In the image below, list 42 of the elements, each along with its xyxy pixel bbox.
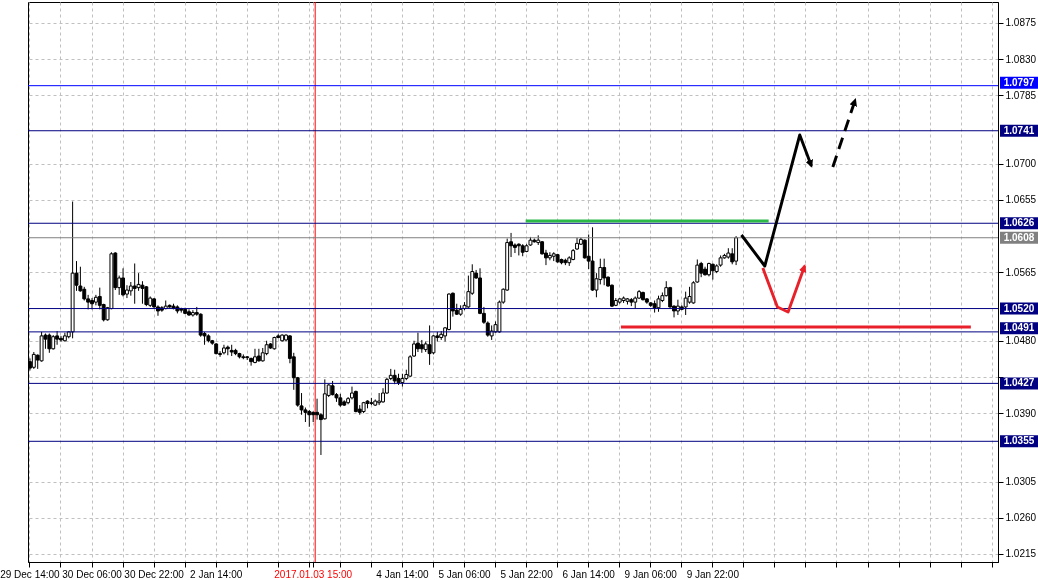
candlestick [256, 348, 261, 363]
ref-line-label: 1.0491 [1003, 322, 1035, 334]
y-tick-label: 1.0700 [1005, 158, 1037, 170]
x-tick-label: 6 Jan 14:00 [562, 568, 616, 580]
x-tick-label: 30 Dec 22:00 [124, 568, 185, 580]
y-tick-label: 1.0785 [1005, 89, 1037, 101]
candlestick [415, 332, 420, 353]
y-tick-label: 1.0215 [1005, 548, 1037, 560]
x-tick-label: 4 Jan 14:00 [376, 568, 429, 580]
candlestick [121, 267, 126, 297]
ref-line-label: 1.0608 [1003, 231, 1035, 243]
x-tick-label: 5 Jan 06:00 [438, 568, 492, 580]
candlestick [55, 330, 60, 346]
x-tick-label: 5 Jan 22:00 [500, 568, 554, 580]
y-tick-label: 1.0875 [1005, 17, 1037, 29]
y-tick-label: 1.0260 [1005, 512, 1037, 524]
x-tick-label: 2 Jan 14:00 [190, 568, 243, 580]
ref-line-label: 1.0427 [1003, 377, 1035, 389]
candlestick [249, 357, 254, 367]
y-tick-label: 1.0565 [1005, 266, 1037, 278]
ref-line-label: 1.0741 [1003, 124, 1035, 136]
ref-line-label: 1.0626 [1003, 217, 1035, 229]
candlestick [547, 251, 552, 261]
y-tick-label: 1.0390 [1005, 407, 1037, 419]
candlestick [734, 235, 739, 266]
ref-line-label: 1.0520 [1003, 302, 1035, 314]
x-tick-label: 30 Dec 06:00 [62, 568, 123, 580]
ref-line-label: 1.0797 [1003, 76, 1035, 88]
y-tick-label: 1.0305 [1005, 476, 1037, 488]
candlestick [377, 392, 382, 406]
y-tick-label: 1.0480 [1005, 335, 1037, 347]
x-tick-label: 9 Jan 22:00 [686, 568, 740, 580]
x-tick-label: 29 Dec 14:00 [0, 568, 61, 580]
candlestick [198, 312, 203, 338]
x-tick-label: 2017.01.03 15:00 [274, 568, 353, 580]
candlestick [90, 297, 94, 310]
y-tick-label: 1.0830 [1005, 53, 1037, 65]
candlestick [253, 348, 257, 364]
x-tick-label: 9 Jan 06:00 [624, 568, 678, 580]
candlestick [59, 335, 63, 343]
y-tick-label: 1.0655 [1005, 194, 1037, 206]
ref-line-label: 1.0355 [1003, 435, 1035, 447]
